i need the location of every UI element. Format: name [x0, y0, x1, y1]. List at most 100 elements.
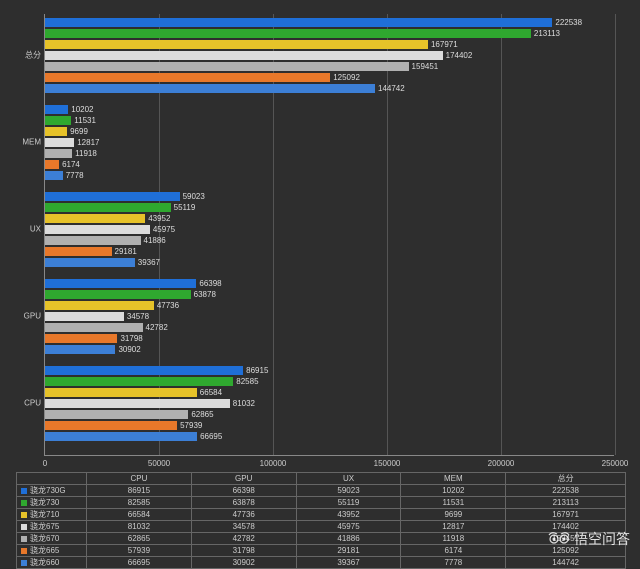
table-cell: 34578: [191, 521, 296, 533]
bar-value-label: 47736: [154, 301, 179, 310]
table-row-header: 骁龙730G: [17, 485, 87, 497]
data-table: CPUGPUUXMEM总分 骁龙730G86915663985902310202…: [16, 472, 626, 569]
table-cell: 9699: [401, 509, 506, 521]
series-swatch: [21, 536, 27, 542]
table-cell: 45975: [296, 521, 401, 533]
bar-value-label: 82585: [233, 377, 258, 386]
table-cell: 39367: [296, 557, 401, 569]
table-cell: 81032: [87, 521, 192, 533]
series-name: 骁龙675: [30, 522, 59, 531]
group-label: CPU: [3, 399, 41, 408]
table-row: 骁龙73082585638785511911531213113: [17, 497, 626, 509]
bar: 86915: [45, 366, 243, 375]
bar-value-label: 31798: [117, 334, 142, 343]
bar: 82585: [45, 377, 233, 386]
table-row-header: 骁龙730: [17, 497, 87, 509]
bar-value-label: 144742: [375, 84, 405, 93]
table-cell: 167971: [506, 509, 626, 521]
bar-value-label: 39367: [135, 258, 160, 267]
bar: 6174: [45, 160, 59, 169]
table-corner: [17, 473, 87, 485]
table-cell: 82585: [87, 497, 192, 509]
bar-value-label: 66695: [197, 432, 222, 441]
bar-value-label: 125092: [330, 73, 360, 82]
table-cell: 57939: [87, 545, 192, 557]
bar: 57939: [45, 421, 177, 430]
table-cell: 10202: [401, 485, 506, 497]
bar-group: MEM10202115319699128171191861747778: [45, 105, 614, 180]
bar: 66584: [45, 388, 197, 397]
bar: 55119: [45, 203, 171, 212]
bar-value-label: 7778: [63, 171, 84, 180]
bar-value-label: 62865: [188, 410, 213, 419]
bar: 29181: [45, 247, 112, 256]
table-row: 骁龙67581032345784597512817174402: [17, 521, 626, 533]
bar-value-label: 34578: [124, 312, 149, 321]
table-row: 骁龙6655793931798291816174125092: [17, 545, 626, 557]
table-column-header: UX: [296, 473, 401, 485]
x-tick-label: 0: [43, 459, 47, 468]
table-header-row: CPUGPUUXMEM总分: [17, 473, 626, 485]
bar-value-label: 41886: [141, 236, 166, 245]
table-cell: 47736: [191, 509, 296, 521]
group-label: MEM: [3, 138, 41, 147]
bar-group: 总分22253821311316797117440215945112509214…: [45, 18, 614, 93]
bar: 31798: [45, 334, 117, 343]
table-cell: 43952: [296, 509, 401, 521]
table-cell: 7778: [401, 557, 506, 569]
table-row: 骁龙67062865427824188611918159451: [17, 533, 626, 545]
bar-value-label: 57939: [177, 421, 202, 430]
watermark-text: 悟空问答: [574, 529, 630, 549]
bar: 34578: [45, 312, 124, 321]
bar-value-label: 45975: [150, 225, 175, 234]
bar: 30902: [45, 345, 115, 354]
series-swatch: [21, 500, 27, 506]
bar-value-label: 55119: [171, 203, 196, 212]
bar: 144742: [45, 84, 375, 93]
bar: 81032: [45, 399, 230, 408]
table-cell: 66695: [87, 557, 192, 569]
group-label: GPU: [3, 312, 41, 321]
series-name: 骁龙670: [30, 534, 59, 543]
x-tick-label: 100000: [260, 459, 287, 468]
bar: 41886: [45, 236, 141, 245]
bar: 62865: [45, 410, 188, 419]
bar: 125092: [45, 73, 330, 82]
table-column-header: CPU: [87, 473, 192, 485]
bar-value-label: 222538: [552, 18, 582, 27]
x-tick-label: 250000: [602, 459, 629, 468]
bar: 159451: [45, 62, 409, 71]
bar-value-label: 11531: [71, 116, 96, 125]
bar: 222538: [45, 18, 552, 27]
series-name: 骁龙730: [30, 498, 59, 507]
bar-value-label: 86915: [243, 366, 268, 375]
bar-value-label: 159451: [409, 62, 439, 71]
series-swatch: [21, 548, 27, 554]
table-row: 骁龙730G86915663985902310202222538: [17, 485, 626, 497]
bar-value-label: 66398: [196, 279, 221, 288]
bar-value-label: 9699: [67, 127, 88, 136]
bar-value-label: 59023: [180, 192, 205, 201]
series-swatch: [21, 524, 27, 530]
table-cell: 12817: [401, 521, 506, 533]
bar: 59023: [45, 192, 180, 201]
bar: 66695: [45, 432, 197, 441]
bar-value-label: 11918: [72, 149, 97, 158]
table-row-header: 骁龙670: [17, 533, 87, 545]
table-column-header: GPU: [191, 473, 296, 485]
table-cell: 55119: [296, 497, 401, 509]
bar: 12817: [45, 138, 74, 147]
bar: 66398: [45, 279, 196, 288]
table-cell: 144742: [506, 557, 626, 569]
bar: 9699: [45, 127, 67, 136]
table-cell: 30902: [191, 557, 296, 569]
bar-group: CPU86915825856658481032628655793966695: [45, 366, 614, 441]
table-cell: 41886: [296, 533, 401, 545]
grid-line: [615, 14, 616, 455]
table-row-header: 骁龙660: [17, 557, 87, 569]
series-name: 骁龙660: [30, 558, 59, 567]
bar: 43952: [45, 214, 145, 223]
table-column-header: MEM: [401, 473, 506, 485]
group-label: UX: [3, 225, 41, 234]
bar-value-label: 81032: [230, 399, 255, 408]
